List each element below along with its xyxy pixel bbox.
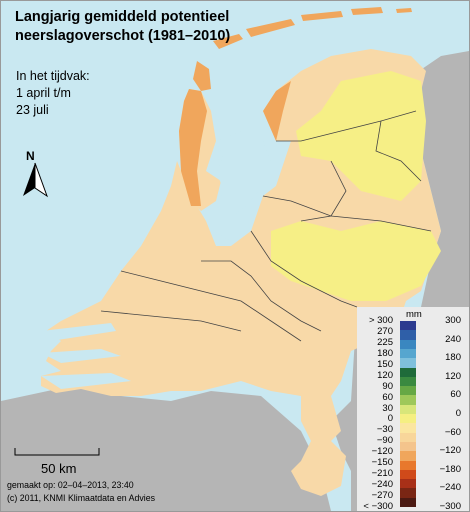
legend-right-label: 0 <box>455 408 461 419</box>
friesland-coast-dry <box>263 81 291 141</box>
legend-swatch <box>400 339 416 350</box>
period-block: In het tijdvak: 1 april t/m 23 juli <box>16 68 90 119</box>
legend-swatch <box>400 479 416 489</box>
legend-right-label: −120 <box>439 445 461 457</box>
scale-bar <box>14 448 100 456</box>
legend-swatch <box>400 358 416 368</box>
scale-label: 50 km <box>41 461 77 476</box>
legend-swatch <box>400 488 416 499</box>
legend-swatch <box>400 386 416 396</box>
legend-left-label: 30 <box>382 402 393 414</box>
markermeer <box>216 213 246 241</box>
footer: gemaakt op: 02–04–2013, 23:40 (c) 2011, … <box>7 479 155 505</box>
legend-swatch <box>400 460 416 471</box>
title-line-2: neerslagoverschot (1981–2010) <box>15 28 231 44</box>
legend-swatch <box>400 376 416 387</box>
legend-left-label: −30 <box>376 424 393 436</box>
title-line-1: Langjarig gemiddeld potentieel <box>15 9 230 25</box>
legend-left-label: 270 <box>377 325 393 337</box>
legend-right-label: 60 <box>450 389 461 401</box>
wadden-rottumeroog <box>396 8 412 13</box>
legend-left-label: 0 <box>387 413 393 425</box>
zeeland-water-3 <box>41 373 131 389</box>
legend-right-label: 300 <box>445 315 461 326</box>
wadden-ameland <box>301 11 343 21</box>
zeeland-water-2 <box>41 349 121 363</box>
legend-swatch <box>400 497 416 508</box>
legend-left-label: −210 <box>371 468 393 480</box>
legend-swatch <box>400 367 416 378</box>
legend-left-label: −270 <box>371 490 393 502</box>
legend-left-label: 120 <box>377 369 393 381</box>
legend-right-label: 180 <box>445 352 461 364</box>
legend-swatch <box>400 330 416 341</box>
legend-right-label: −300 <box>439 501 461 512</box>
footer-made: gemaakt op: 02–04–2013, 23:40 <box>7 480 134 490</box>
wadden-terschelling <box>246 19 295 37</box>
legend-left-label: −120 <box>371 446 393 458</box>
legend-left-label: 180 <box>377 347 393 359</box>
footer-copyright: (c) 2011, KNMI Klimaatdata en Advies <box>7 493 155 503</box>
yellow-zone-northeast <box>296 71 426 201</box>
coastal-dry-zone <box>179 89 207 206</box>
period-start: 1 april t/m <box>16 86 71 100</box>
wadden-texel <box>193 61 211 91</box>
map-title: Langjarig gemiddeld potentieel neerslago… <box>15 8 230 46</box>
legend-unit: mm <box>406 309 422 320</box>
north-arrow <box>23 162 48 198</box>
legend-left-label: 90 <box>382 380 393 392</box>
legend-swatch <box>400 432 416 443</box>
legend-swatch <box>400 423 416 434</box>
legend-right-label: 240 <box>445 333 461 345</box>
neighbour-land-belgium <box>1 386 331 511</box>
legend-left-label: 225 <box>377 336 393 348</box>
province-boundaries <box>100 110 432 342</box>
legend-right-label: −180 <box>439 463 461 475</box>
legend-swatch <box>400 441 416 452</box>
legend-swatch <box>400 414 416 424</box>
legend-left-label: 60 <box>382 391 393 403</box>
yellow-zone-east <box>271 221 441 301</box>
legend-right-label: −60 <box>444 426 461 438</box>
legend: mm > 300 270 225 180 150 120 90 60 30 0 −30 −90 −120… <box>357 307 469 511</box>
legend-right-label: 120 <box>445 370 461 382</box>
wadden-vlieland <box>213 34 243 49</box>
ijsselmeer <box>216 131 271 221</box>
period-end: 23 juli <box>16 103 49 117</box>
legend-left-label: > 300 <box>368 315 393 326</box>
legend-swatch <box>400 451 416 461</box>
legend-left-label: −240 <box>371 479 393 491</box>
legend-left-label: −150 <box>371 457 393 469</box>
zeeland-water-1 <box>41 323 116 341</box>
legend-swatch <box>400 348 416 359</box>
legend-swatch <box>400 395 416 406</box>
north-label: N <box>26 149 35 163</box>
legend-left-label: < −300 <box>363 501 393 512</box>
legend-swatch <box>400 404 416 415</box>
legend-swatch <box>400 469 416 480</box>
legend-right-label: −240 <box>439 482 461 494</box>
period-label: In het tijdvak: <box>16 69 90 83</box>
legend-left-label: 150 <box>377 358 393 370</box>
legend-swatch <box>400 321 416 331</box>
wadden-schiermonnikoog <box>351 7 383 15</box>
legend-left-label: −90 <box>376 435 393 447</box>
